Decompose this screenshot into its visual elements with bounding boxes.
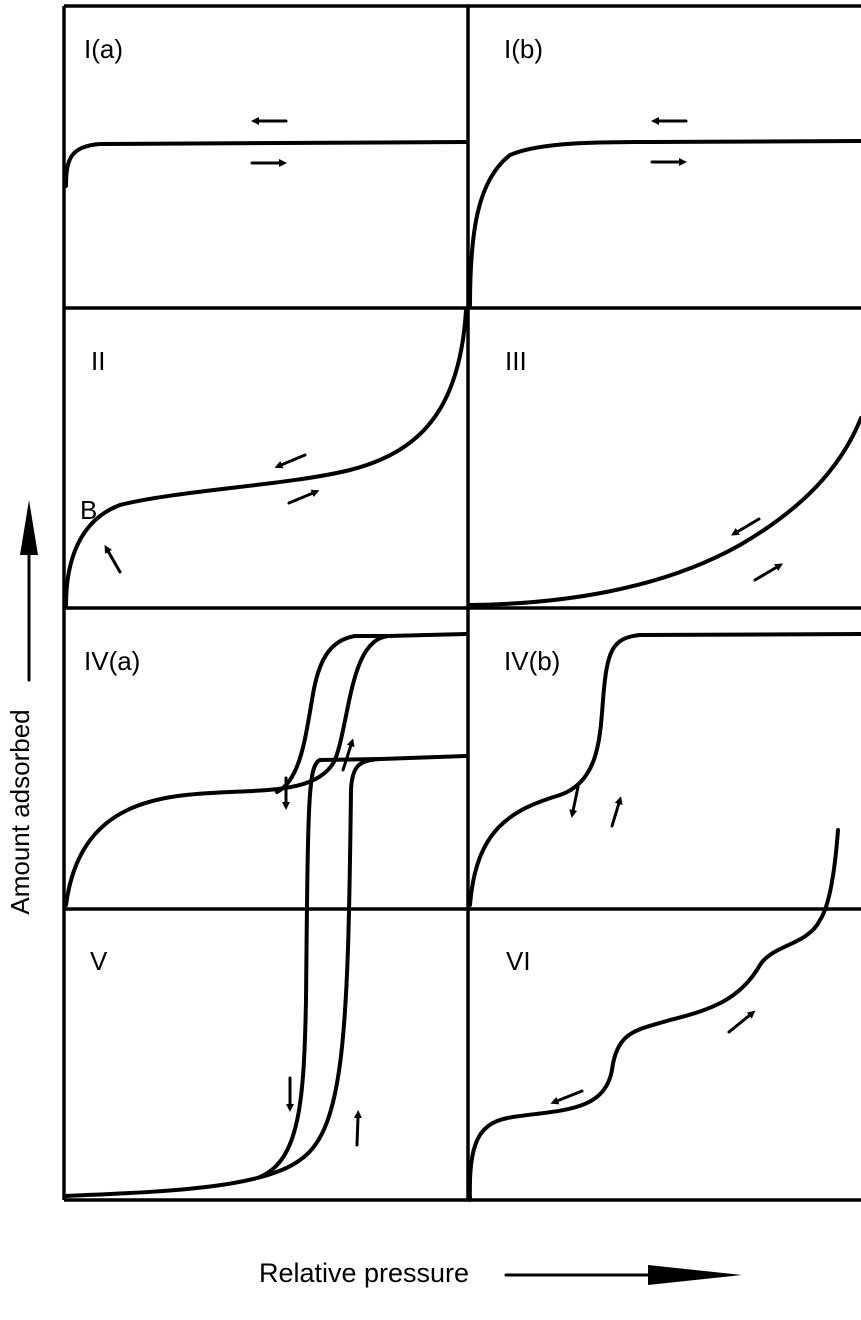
y-axis: Amount adsorbed: [5, 500, 38, 915]
isotherm-curve-III: [468, 416, 861, 607]
panel-IVa: [64, 632, 468, 907]
panel-label-Ib: I(b): [504, 34, 543, 64]
panel-III: [468, 416, 861, 607]
panel-label-V: V: [90, 946, 108, 976]
panel-Ia: [64, 117, 468, 188]
panel-label-III: III: [505, 346, 527, 376]
x-axis-arrow-head: [648, 1265, 742, 1285]
x-axis-label: Relative pressure: [259, 1258, 469, 1288]
adsorption-arrow: [341, 738, 355, 772]
panel-Ib: [468, 117, 861, 308]
isotherm-curve-Ia: [64, 140, 468, 188]
desorption-arrow: [730, 517, 761, 536]
adsorption-arrow: [287, 489, 320, 505]
panel-II: [64, 308, 468, 607]
isotherm-curve-Ib: [468, 139, 861, 308]
isotherm-curve-V-desorption: [258, 757, 382, 1179]
isotherm-curve-IVb: [468, 632, 861, 907]
isotherm-curve-IVa-desorption: [275, 634, 390, 794]
panel-VI: [467, 828, 840, 1202]
x-axis: Relative pressure: [259, 1258, 742, 1288]
desorption-arrow: [274, 453, 307, 469]
desorption-arrow: [550, 1089, 584, 1105]
panel-label-VI: VI: [506, 946, 531, 976]
adsorption-arrow: [753, 563, 784, 582]
point-label-B: B: [80, 495, 97, 525]
adsorption-arrow: [727, 1010, 756, 1034]
panel-label-IVa: IV(a): [84, 646, 140, 676]
panel-V: [64, 754, 468, 1198]
panel-grid: [62, 4, 861, 1202]
panel-label-IVb: IV(b): [504, 646, 560, 676]
isotherm-curve-VI: [467, 828, 840, 1202]
isotherm-curve-V-adsorption: [64, 754, 468, 1198]
adsorption-arrow: [353, 1110, 362, 1147]
panel-label-II: II: [91, 346, 105, 376]
isotherm-curve-II: [64, 308, 468, 607]
y-axis-label: Amount adsorbed: [5, 709, 35, 914]
panel-IVb: [468, 632, 861, 907]
point-B-arrow: [104, 544, 122, 574]
y-axis-arrow-head: [20, 500, 38, 555]
adsorption-arrow: [610, 796, 623, 828]
desorption-arrow: [569, 785, 580, 818]
panel-label-Ia: I(a): [84, 34, 123, 64]
